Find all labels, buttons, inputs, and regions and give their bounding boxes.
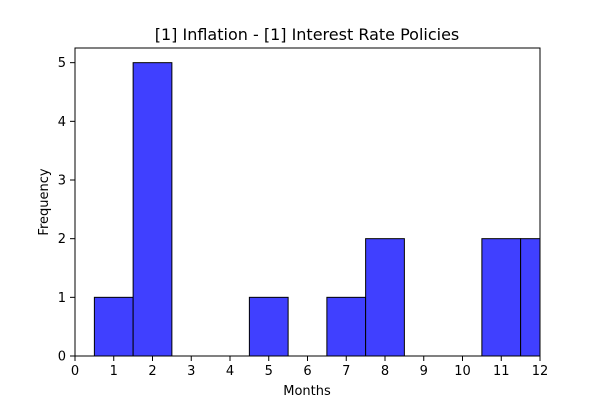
x-tick-label: 0 xyxy=(71,364,79,379)
y-tick-label: 0 xyxy=(58,350,66,365)
y-tick-label: 1 xyxy=(58,291,66,306)
x-tick-label: 10 xyxy=(454,364,471,379)
x-tick-label: 3 xyxy=(187,364,195,379)
x-tick-label: 5 xyxy=(265,364,273,379)
y-axis-title: Frequency xyxy=(37,168,52,235)
x-tick-label: 9 xyxy=(420,364,428,379)
y-tick-label: 3 xyxy=(58,174,66,189)
y-axis: 0 1 2 3 4 5 xyxy=(58,56,75,365)
y-tick-label: 2 xyxy=(58,232,66,247)
x-tick-label: 7 xyxy=(342,364,350,379)
chart-title: [1] Inflation - [1] Interest Rate Polici… xyxy=(155,25,460,44)
x-tick-label: 1 xyxy=(110,364,118,379)
histogram-bar xyxy=(93,296,134,356)
x-axis-title: Months xyxy=(283,384,331,399)
x-tick-label: 12 xyxy=(532,364,549,379)
bars-group xyxy=(93,62,540,356)
histogram-bar xyxy=(520,238,540,356)
histogram-bar xyxy=(326,296,367,356)
x-axis: 0 1 2 3 4 5 6 7 8 9 10 11 12 xyxy=(71,356,548,379)
x-tick-label: 8 xyxy=(381,364,389,379)
y-tick-label: 5 xyxy=(58,56,66,71)
y-tick-label: 4 xyxy=(58,115,66,130)
x-tick-label: 2 xyxy=(148,364,156,379)
histogram-bar xyxy=(248,296,289,356)
x-tick-label: 11 xyxy=(493,364,510,379)
histogram-bar xyxy=(481,238,522,356)
x-tick-label: 4 xyxy=(226,364,234,379)
histogram-bar xyxy=(365,238,405,356)
histogram-bar xyxy=(132,62,173,356)
x-tick-label: 6 xyxy=(303,364,311,379)
